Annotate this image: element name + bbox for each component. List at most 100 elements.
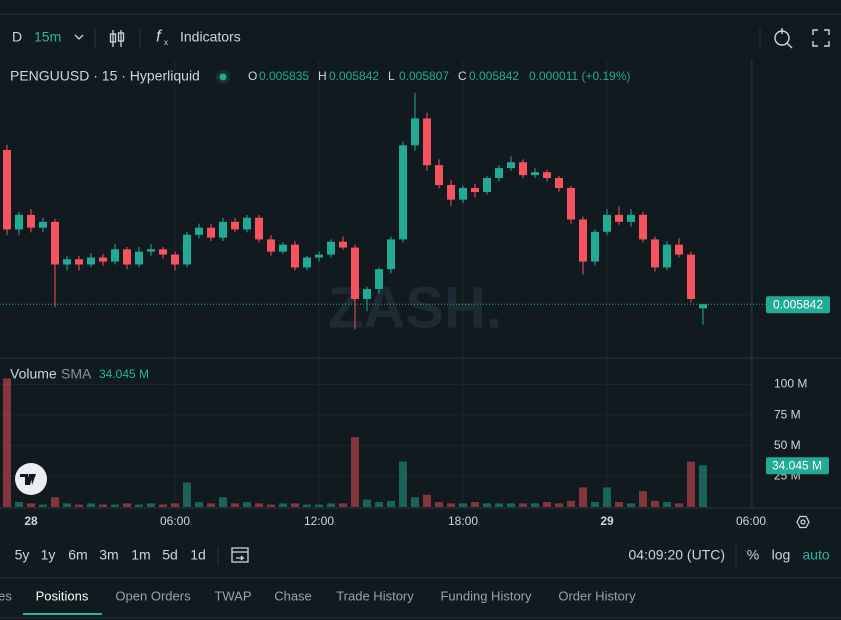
volume-bar xyxy=(183,482,191,507)
candle-body xyxy=(579,219,587,262)
range-button[interactable]: 6m xyxy=(68,547,87,563)
volume-bar xyxy=(543,502,551,507)
candle-body xyxy=(687,254,695,299)
candle-body xyxy=(75,259,83,265)
fullscreen-icon[interactable] xyxy=(812,29,830,47)
volume-bar xyxy=(87,503,95,507)
range-button[interactable]: 5d xyxy=(162,547,178,563)
time-axis-label: 12:00 xyxy=(304,514,334,528)
volume-bar xyxy=(75,504,83,507)
volume-bar xyxy=(687,461,695,507)
candle-body xyxy=(51,221,59,265)
candle-body xyxy=(591,231,599,262)
candle-body xyxy=(195,227,203,235)
tab[interactable]: TWAP xyxy=(214,588,251,603)
volume-bar xyxy=(195,502,203,507)
candle-body xyxy=(387,239,395,270)
tab[interactable]: Funding History xyxy=(440,588,532,603)
candle-body xyxy=(459,187,467,200)
volume-bar xyxy=(387,500,395,507)
volume-bar xyxy=(51,497,59,507)
interval-button[interactable]: 15m xyxy=(34,29,61,45)
candle-body xyxy=(303,257,311,268)
volume-bar xyxy=(243,502,251,507)
settings-icon[interactable] xyxy=(796,515,810,529)
volume-tick-label: 100 M xyxy=(774,377,807,391)
volume-bar xyxy=(219,497,227,507)
ohlc-letter: O xyxy=(248,69,257,83)
status-dot xyxy=(219,73,227,81)
candle-body xyxy=(279,244,287,252)
tab[interactable]: Open Orders xyxy=(115,588,191,603)
volume-bar xyxy=(579,487,587,507)
fx-icon-sub[interactable]: x xyxy=(164,38,168,47)
candle-body xyxy=(375,269,383,290)
volume-bar xyxy=(531,503,539,507)
volume-bar xyxy=(459,503,467,507)
ohlc-legend: O 0.005835 H 0.005842 L 0.005807 C 0.005842 0.00… xyxy=(248,69,631,83)
volume-tick-label: 50 M xyxy=(774,438,801,452)
interval-caret[interactable] xyxy=(74,34,84,40)
candle-body xyxy=(183,234,191,265)
tab[interactable]: es xyxy=(0,588,12,603)
range-button[interactable]: 3m xyxy=(99,547,118,563)
scale-button[interactable]: auto xyxy=(802,547,829,563)
volume-bar xyxy=(663,502,671,507)
interval-prefix[interactable]: D xyxy=(12,29,22,45)
fx-icon[interactable]: f xyxy=(156,26,163,45)
scale-button[interactable]: log xyxy=(772,547,791,563)
volume-bar xyxy=(303,504,311,507)
candle-body xyxy=(543,172,551,179)
volume-bar xyxy=(39,504,47,507)
volume-bar xyxy=(363,499,371,507)
volume-bar xyxy=(555,503,563,507)
indicators-button[interactable]: Indicators xyxy=(180,29,241,45)
tv-logo-mark[interactable] xyxy=(20,474,36,485)
candle-body xyxy=(699,304,707,309)
volume-bar xyxy=(567,500,575,507)
volume-bar xyxy=(447,503,455,507)
tab[interactable]: Trade History xyxy=(336,588,414,603)
candle-body xyxy=(63,259,71,265)
volume-bar xyxy=(519,503,527,507)
chart-type-icon[interactable] xyxy=(109,30,125,47)
volume-bar xyxy=(471,502,479,507)
goto-date-icon[interactable] xyxy=(231,547,249,563)
candle-body xyxy=(351,247,359,299)
replay-icon[interactable] xyxy=(774,28,793,49)
candle-body xyxy=(507,162,515,169)
tab[interactable]: Chase xyxy=(274,588,312,603)
ohlc-letter: H xyxy=(318,69,327,83)
tab[interactable]: Positions xyxy=(36,588,89,603)
sma-legend-value: 34.045 M xyxy=(99,367,149,381)
candle-body xyxy=(99,257,107,262)
volume-bar xyxy=(399,461,407,507)
range-button[interactable]: 1m xyxy=(131,547,150,563)
tab[interactable]: Order History xyxy=(558,588,636,603)
volume-bar xyxy=(627,503,635,507)
volume-bar xyxy=(291,503,299,507)
ohlc-value: 0.005835 xyxy=(259,69,309,83)
candle-body xyxy=(435,165,443,186)
candle-body xyxy=(207,227,215,238)
volume-bar xyxy=(147,503,155,507)
volume-bar xyxy=(123,503,131,507)
ohlc-value: 0.005842 xyxy=(469,69,519,83)
range-button[interactable]: 1d xyxy=(190,547,206,563)
sma-tag-label: 34.045 M xyxy=(772,458,822,472)
range-button[interactable]: 1y xyxy=(41,547,56,563)
candle-body xyxy=(531,172,539,176)
volume-bar xyxy=(495,503,503,507)
candle-body xyxy=(555,178,563,188)
tab-bar: es Positions Open Orders TWAP Chase Trade His… xyxy=(0,588,636,615)
range-button[interactable]: 5y xyxy=(15,547,30,563)
volume-bar xyxy=(591,502,599,507)
scale-button[interactable]: % xyxy=(747,547,759,563)
clock: 04:09:20 (UTC) xyxy=(629,547,725,563)
volume-bar xyxy=(63,503,71,507)
candle-body xyxy=(651,239,659,268)
bottom-toolbar: 5y 1y 6m 3m 1m 5d 1d 04:09:20 (UTC)% log auto xyxy=(15,546,830,566)
volume-bar xyxy=(603,487,611,507)
volume-bar xyxy=(207,503,215,507)
